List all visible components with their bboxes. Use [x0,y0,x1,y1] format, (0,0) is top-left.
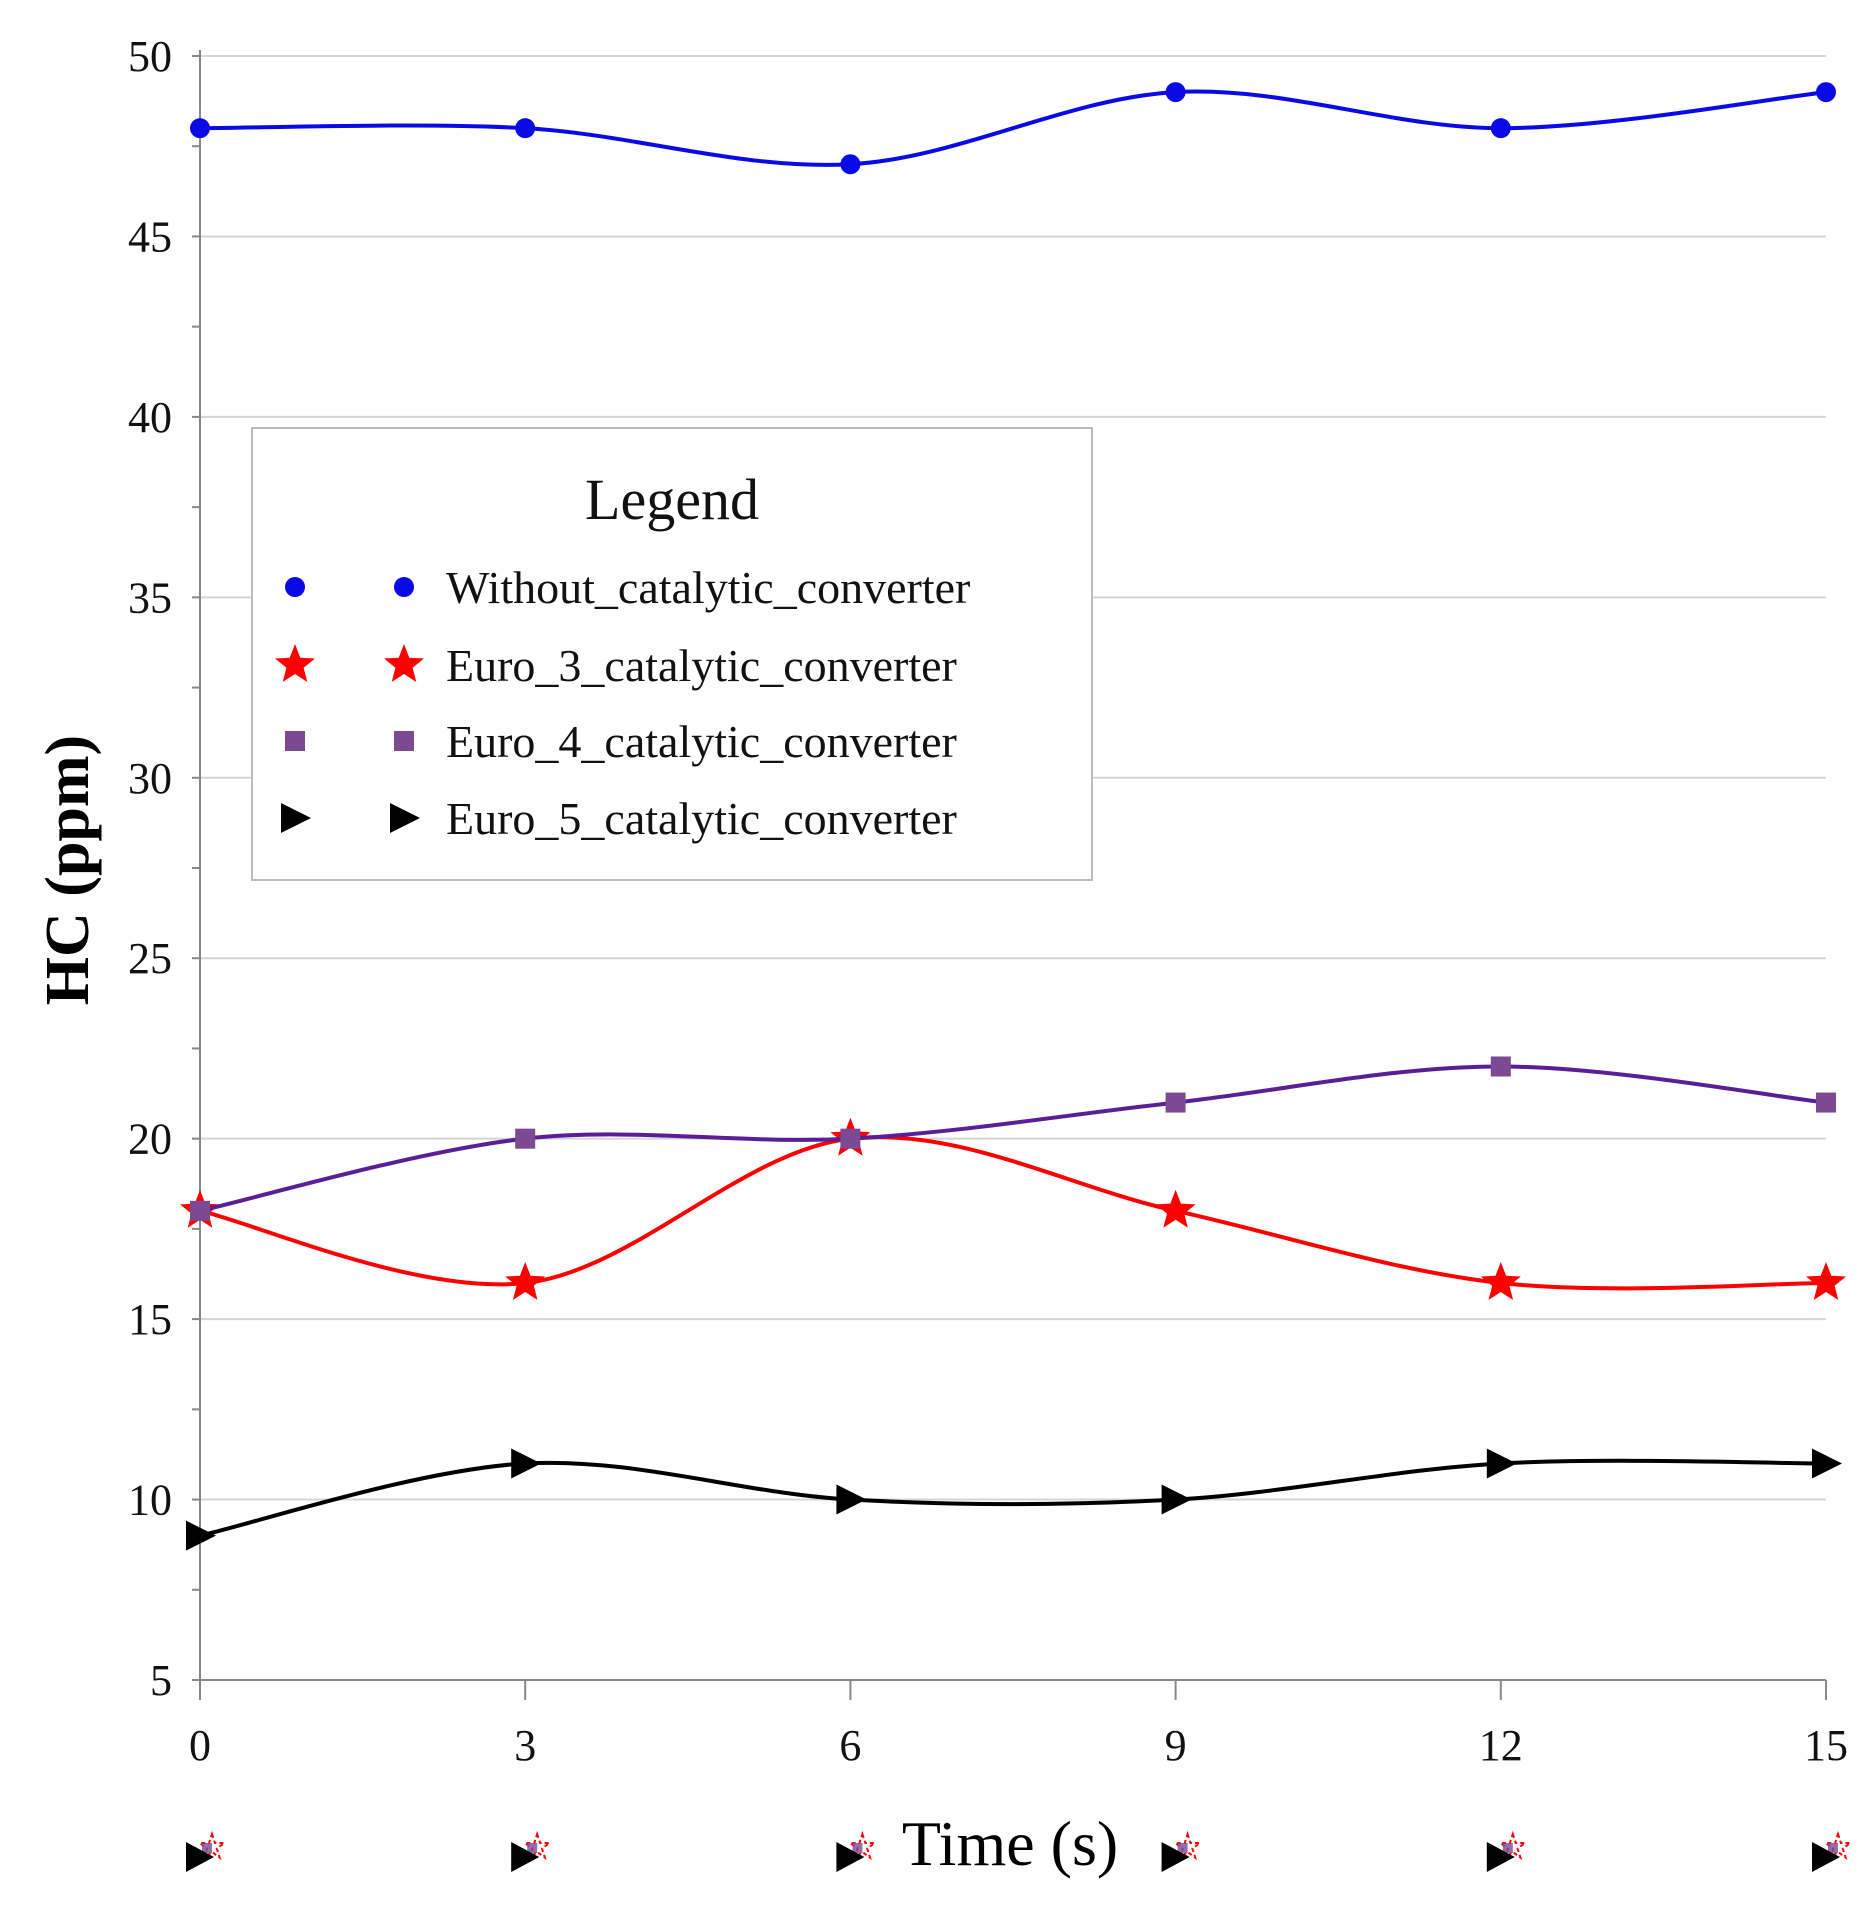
y-tick-label-40: 40 [128,393,172,442]
point-euro-4-catalytic-converter-15 [1816,1093,1836,1113]
y-tick-label-35: 35 [128,573,172,622]
point-euro-5-catalytic-converter-12 [1487,1448,1517,1478]
point-euro-3-catalytic-converter-15 [1806,1262,1846,1300]
chart: 5 10 15 20 25 30 35 40 45 50 0 3 6 9 12 15 Time (s) HC … [0,0,1872,1909]
point-without-catalytic-converter-12 [1491,118,1511,138]
y-axis-title: HC (ppm) [34,735,102,1005]
legend-label-euro-4-catalytic-converter: Euro_4_catalytic_converter [446,716,957,767]
point-euro-4-catalytic-converter-9 [1166,1093,1186,1113]
bottom-marker-cluster-3 [511,1834,549,1872]
x-tick-label-12: 12 [1479,1721,1523,1770]
y-tick-label-20: 20 [128,1115,172,1164]
y-tick-label-15: 15 [128,1295,172,1344]
point-euro-5-catalytic-converter-3 [511,1448,541,1478]
y-tick-label-5: 5 [150,1656,172,1705]
point-without-catalytic-converter-0 [190,118,210,138]
point-euro-3-catalytic-converter-12 [1481,1262,1521,1300]
point-without-catalytic-converter-15 [1816,82,1836,102]
point-without-catalytic-converter-3 [515,118,535,138]
y-tick-label-50: 50 [128,32,172,81]
point-euro-3-catalytic-converter-3 [505,1262,545,1300]
legend-label-euro-5-catalytic-converter: Euro_5_catalytic_converter [446,793,957,844]
chart-svg: 5 10 15 20 25 30 35 40 45 50 0 3 6 9 12 15 Time (s) HC … [0,0,1872,1909]
x-tick-label-6: 6 [839,1721,861,1770]
y-tick-label-45: 45 [128,212,172,261]
point-euro-5-catalytic-converter-9 [1162,1485,1192,1515]
x-axis-title: Time (s) [902,1808,1118,1879]
x-tick-label-0: 0 [189,1721,211,1770]
bottom-marker-cluster-6 [836,1834,874,1872]
point-euro-4-catalytic-converter-0 [190,1201,210,1221]
point-without-catalytic-converter-6 [840,154,860,174]
point-euro-4-catalytic-converter-12 [1491,1056,1511,1076]
series-euro-3-catalytic-converter [180,1118,1846,1300]
axes: 5 10 15 20 25 30 35 40 45 50 0 3 6 9 12 15 [128,32,1848,1770]
point-euro-5-catalytic-converter-15 [1812,1448,1842,1478]
legend: Legend Without_catalytic_converter Euro_3… [252,428,1092,880]
legend-marker-euro-4-catalytic-converter-b [394,731,414,751]
x-tick-label-3: 3 [514,1721,536,1770]
y-tick-label-25: 25 [128,934,172,983]
point-euro-5-catalytic-converter-6 [836,1485,866,1515]
series-without-catalytic-converter [190,82,1836,174]
bottom-marker-cluster-9 [1162,1834,1200,1872]
legend-title: Legend [585,467,759,532]
point-euro-4-catalytic-converter-6 [840,1129,860,1149]
legend-marker-euro-4-catalytic-converter-a [285,731,305,751]
bottom-marker-cluster-12 [1487,1834,1525,1872]
point-without-catalytic-converter-9 [1166,82,1186,102]
bottom-marker-cluster-0 [186,1834,224,1872]
line-without-catalytic-converter [200,92,1826,165]
legend-label-euro-3-catalytic-converter: Euro_3_catalytic_converter [446,640,957,691]
line-euro-5-catalytic-converter [200,1461,1826,1536]
legend-marker-without-catalytic-converter-a [285,577,305,597]
bottom-marker-cluster-15 [1812,1834,1850,1872]
point-euro-4-catalytic-converter-3 [515,1129,535,1149]
legend-label-without-catalytic-converter: Without_catalytic_converter [446,562,970,613]
line-euro-3-catalytic-converter [200,1137,1826,1288]
y-tick-label-10: 10 [128,1476,172,1525]
x-tick-label-9: 9 [1165,1721,1187,1770]
x-tick-label-15: 15 [1804,1721,1848,1770]
legend-marker-without-catalytic-converter-b [394,577,414,597]
y-tick-label-30: 30 [128,754,172,803]
point-euro-3-catalytic-converter-9 [1156,1190,1196,1228]
